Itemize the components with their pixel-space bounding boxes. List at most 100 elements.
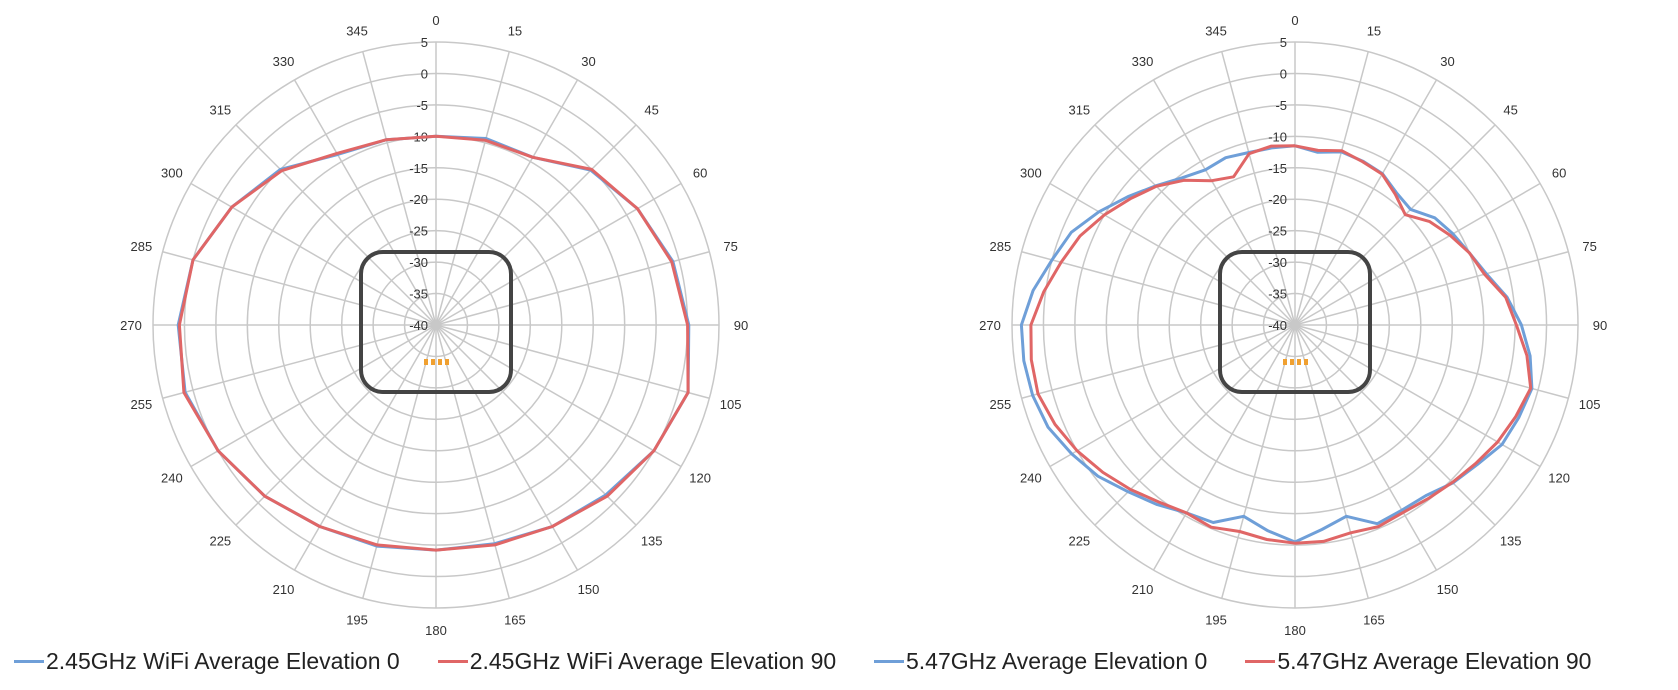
angle-tick-label: 0 — [432, 13, 439, 28]
radial-tick-label: -30 — [409, 255, 428, 270]
radial-tick-label: 5 — [1280, 35, 1287, 50]
grid-spoke — [1294, 324, 1369, 599]
angle-tick-label: 0 — [1291, 13, 1298, 28]
radial-tick-label: -20 — [1268, 192, 1287, 207]
angle-tick-label: 345 — [1205, 23, 1227, 38]
grid-spoke — [435, 324, 637, 526]
grid-spoke — [1049, 324, 1296, 468]
grid-spoke — [435, 324, 510, 599]
angle-tick-label: 45 — [644, 102, 658, 117]
angle-tick-label: 15 — [1367, 23, 1381, 38]
angle-tick-label: 165 — [504, 613, 526, 628]
legend-label: 5.47GHz Average Elevation 0 — [906, 648, 1208, 674]
angle-tick-label: 75 — [1582, 239, 1596, 254]
device-led-icon — [438, 359, 442, 365]
grid-spoke — [190, 324, 437, 468]
angle-tick-label: 150 — [1437, 582, 1459, 597]
angle-tick-label: 30 — [1440, 54, 1454, 69]
radial-tick-label: -20 — [409, 192, 428, 207]
radial-tick-label: -35 — [1268, 287, 1287, 302]
radial-tick-label: -40 — [1268, 318, 1287, 333]
radial-tick-label: 5 — [421, 35, 428, 50]
angle-tick-label: 240 — [161, 471, 183, 486]
polar-plot-area-left: 0 15 30 45 60 75 90 105 120 135 150 165 180 195 210 225… — [120, 13, 748, 638]
grid-spoke — [435, 324, 710, 399]
legend-swatch-blue — [874, 660, 904, 663]
polar-chart-5.47ghz: 0 15 30 45 60 75 90 105 120 135 150 165 180 195 210 225… — [860, 0, 1678, 690]
radial-tick-label: -10 — [1268, 129, 1287, 144]
angle-tick-label: 135 — [641, 534, 663, 549]
angle-tick-label: 60 — [1552, 166, 1566, 181]
angle-tick-label: 210 — [1132, 582, 1154, 597]
angle-tick-label: 225 — [209, 534, 231, 549]
angle-tick-label: 30 — [581, 54, 595, 69]
angle-tick-label: 120 — [1548, 471, 1570, 486]
grid-spoke — [235, 324, 437, 526]
angle-tick-label: 330 — [273, 54, 295, 69]
angle-tick-label: 195 — [346, 613, 368, 628]
angle-tick-label: 180 — [1284, 623, 1306, 638]
angle-tick-label: 330 — [1132, 54, 1154, 69]
grid-spoke — [1094, 124, 1296, 326]
angle-tick-label: 300 — [161, 166, 183, 181]
grid-spoke — [1094, 324, 1296, 526]
grid-spoke — [435, 324, 682, 468]
angle-tick-label: 195 — [1205, 613, 1227, 628]
device-led-icon — [424, 359, 428, 365]
grid-spoke — [1021, 324, 1296, 399]
grid-spoke — [435, 124, 637, 326]
legend-swatch-blue — [14, 660, 44, 663]
polar-plot-area-right: 0 15 30 45 60 75 90 105 120 135 150 165 180 195 210 225… — [979, 13, 1607, 638]
access-point-device-icon — [1218, 250, 1372, 394]
grid-spoke — [362, 51, 437, 326]
grid-spoke — [1294, 251, 1569, 326]
angle-tick-label: 285 — [131, 239, 153, 254]
radial-tick-label: 0 — [1280, 66, 1287, 81]
angle-tick-label: 345 — [346, 23, 368, 38]
grid-spoke — [435, 324, 579, 571]
grid-spoke — [435, 79, 579, 326]
device-led-icon — [1297, 359, 1301, 365]
grid-spoke — [1152, 324, 1296, 571]
legend-item-elev90: 2.45GHz WiFi Average Elevation 90 — [437, 648, 837, 675]
angle-tick-label: 225 — [1068, 534, 1090, 549]
angle-tick-label: 90 — [1593, 318, 1607, 333]
grid-spoke — [1294, 324, 1438, 571]
legend-label: 2.45GHz WiFi Average Elevation 90 — [469, 648, 837, 674]
angle-tick-label: 315 — [209, 102, 231, 117]
angle-tick-label: 60 — [693, 166, 707, 181]
grid-spoke — [1021, 251, 1296, 326]
angle-tick-label: 90 — [734, 318, 748, 333]
radial-tick-label: -35 — [409, 287, 428, 302]
angle-tick-label: 285 — [990, 239, 1012, 254]
angle-tick-label: 45 — [1503, 102, 1517, 117]
legend-label: 2.45GHz WiFi Average Elevation 0 — [46, 648, 400, 674]
angle-tick-label: 135 — [1500, 534, 1522, 549]
radial-tick-label: -40 — [409, 318, 428, 333]
grid-spoke — [435, 51, 510, 326]
angle-tick-label: 240 — [1020, 471, 1042, 486]
legend-item-elev90: 5.47GHz Average Elevation 90 — [1245, 648, 1591, 675]
grid-spoke — [1294, 51, 1369, 326]
angle-tick-label: 105 — [720, 397, 742, 412]
grid-spoke — [1294, 324, 1496, 526]
angle-tick-label: 105 — [1579, 397, 1601, 412]
legend-left: 2.45GHz WiFi Average Elevation 0 2.45GHz… — [14, 648, 874, 675]
grid-spoke — [435, 251, 710, 326]
angle-tick-label: 15 — [508, 23, 522, 38]
angle-tick-label: 315 — [1068, 102, 1090, 117]
polar-chart-2.45ghz: 0 15 30 45 60 75 90 105 120 135 150 165 180 195 210 225… — [14, 13, 836, 674]
angle-tick-label: 270 — [120, 318, 142, 333]
device-led-icon — [445, 359, 449, 365]
angle-tick-label: 255 — [131, 397, 153, 412]
grid-spoke — [1294, 324, 1541, 468]
grid-spoke — [1294, 79, 1438, 326]
grid-spoke — [1221, 51, 1296, 326]
angle-tick-label: 180 — [425, 623, 447, 638]
device-led-icon — [1304, 359, 1308, 365]
grid-spoke — [362, 324, 437, 599]
grid-spoke — [1294, 124, 1496, 326]
grid-spoke — [435, 182, 682, 326]
angle-tick-label: 270 — [979, 318, 1001, 333]
device-led-icon — [431, 359, 435, 365]
